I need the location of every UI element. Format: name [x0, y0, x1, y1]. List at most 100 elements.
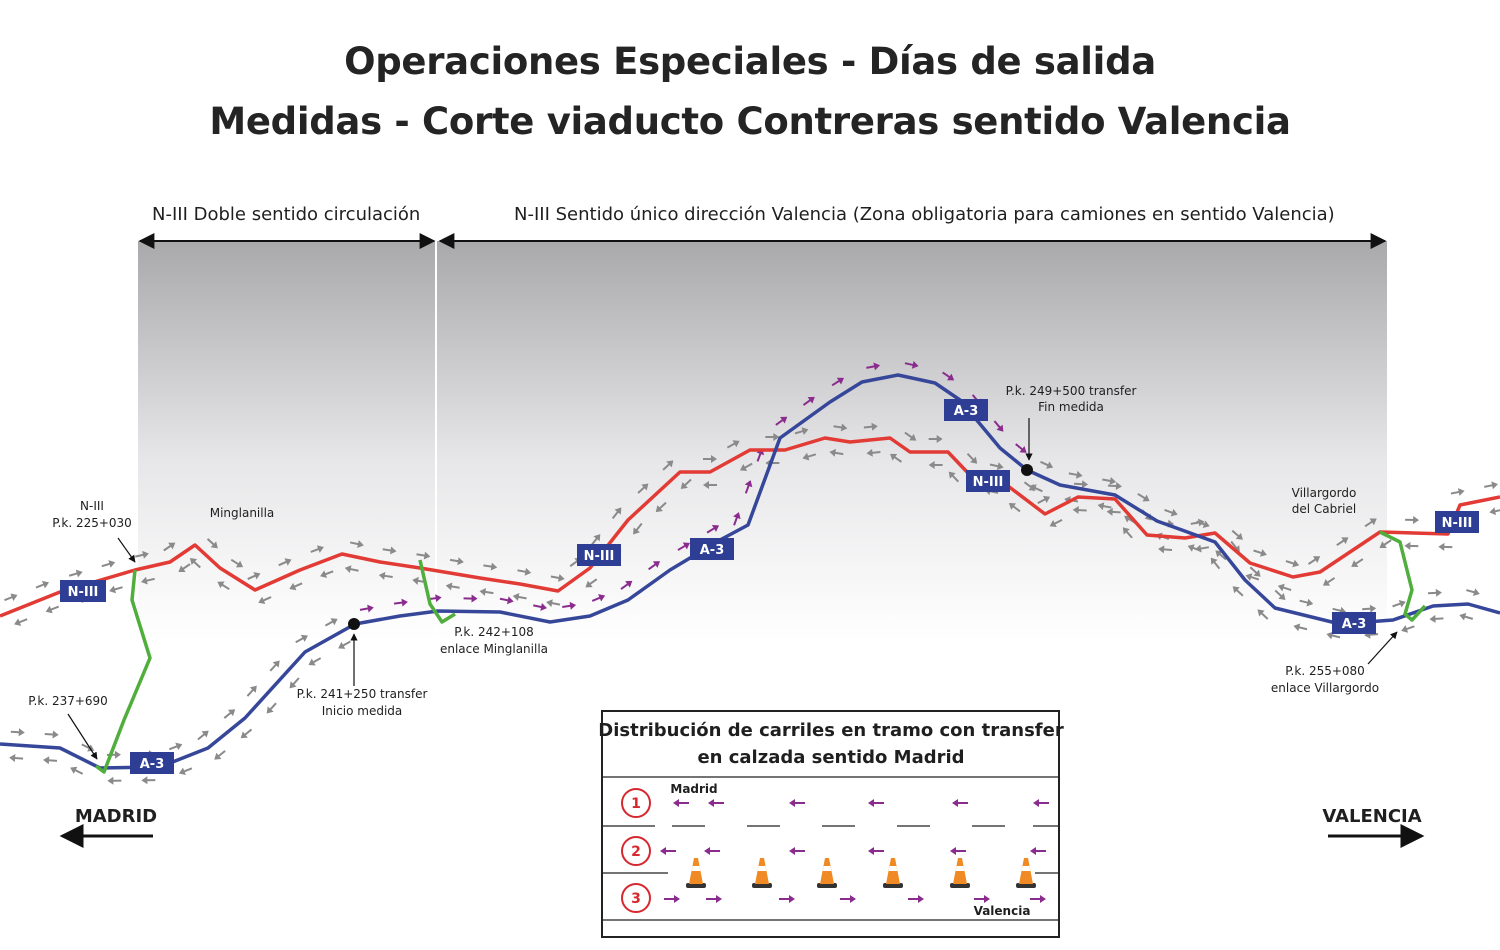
flow-arrow-a3-east-17: [533, 603, 548, 611]
sign-n3-west: N-III: [60, 580, 106, 602]
flow-arrow-n3-west-46: [1404, 541, 1419, 550]
flow-arrow-n3-west-14: [445, 582, 460, 591]
flow-arrow-a3-west-3: [107, 776, 122, 785]
flow-arrow-n3-east-1: [35, 580, 50, 589]
flow-arrow-a3-east-38: [1102, 476, 1117, 485]
flow-arrow-n3-west-15: [479, 588, 494, 596]
lane-label-madrid: Madrid: [670, 782, 717, 796]
flow-arrow-a3-west-41: [1187, 544, 1202, 552]
flow-arrow-n3-east-19: [590, 534, 601, 546]
transfer-start-point: [348, 618, 360, 630]
flow-arrow-n3-east-29: [904, 431, 917, 441]
label-n3-pk-line1: N-III: [80, 499, 104, 513]
flow-arrow-a3-east-8: [246, 685, 257, 697]
label-pk237: P.k. 237+690: [28, 694, 108, 708]
flow-arrow-n3-east-32: [989, 462, 1004, 471]
flow-arrow-a3-east-19: [591, 594, 606, 602]
flow-arrow-a3-east-18: [562, 601, 577, 610]
flow-arrow-n3-east-20: [611, 507, 622, 520]
flow-arrow-n3-west-4: [141, 576, 155, 585]
flow-arrow-a3-east-45: [1299, 598, 1314, 607]
lane3-arrow-3: [840, 895, 856, 903]
zone-label-double: N-III Doble sentido circulación: [152, 204, 421, 225]
title-line-2: Medidas - Corte viaducto Contreras senti…: [209, 100, 1291, 143]
flow-arrow-n3-west-18: [585, 578, 598, 588]
flow-arrow-n3-west-8: [258, 596, 272, 605]
flow-arrow-n3-west-20: [633, 522, 643, 535]
flow-arrow-a3-west-36: [1029, 484, 1043, 493]
flow-arrow-n3-east-0: [4, 593, 18, 602]
lane-box-title-line1: Distribución de carriles en tramo con tr…: [598, 720, 1064, 741]
flow-arrow-n3-west-10: [320, 570, 334, 578]
sign-a3-top-text: A-3: [954, 404, 979, 419]
flow-arrow-n3-east-30: [928, 435, 943, 443]
flow-arrow-n3-east-36: [1107, 482, 1123, 491]
flow-arrow-n3-west-41: [1245, 573, 1260, 581]
flow-arrow-a3-west-49: [1429, 614, 1444, 623]
lane2-arrow-0: [660, 847, 676, 855]
flow-arrow-a3-east-23: [706, 525, 720, 534]
flow-arrow-a3-east-9: [269, 660, 280, 672]
flow-arrow-n3-east-17: [550, 573, 565, 582]
flow-arrow-a3-east-10: [295, 634, 308, 644]
flow-arrow-a3-east-21: [648, 561, 661, 571]
flow-arrow-n3-east-5: [163, 542, 176, 552]
flow-arrow-a3-west-7: [240, 728, 253, 739]
flow-arrow-n3-east-13: [416, 551, 431, 560]
lane1-arrow-3: [952, 799, 968, 807]
flow-arrow-a3-east-43: [1249, 566, 1261, 577]
flow-arrow-n3-east-35: [1074, 480, 1089, 489]
flow-arrow-a3-east-24: [733, 512, 741, 526]
lane3-arrow-4: [908, 895, 924, 903]
lane3-arrow-0: [664, 895, 680, 903]
flow-arrow-n3-west-12: [378, 571, 393, 580]
flow-arrow-a3-east-48: [1392, 599, 1406, 608]
sign-a3-center-text: A-3: [700, 543, 725, 558]
sign-a3-west: A-3: [130, 752, 174, 774]
flow-arrow-n3-east-23: [702, 455, 717, 463]
flow-arrow-a3-east-15: [463, 594, 478, 603]
sign-n3-far-east-text: N-III: [1442, 516, 1473, 531]
label-minglanilla: Minglanilla: [210, 506, 275, 520]
flow-arrow-a3-east-20: [620, 580, 633, 590]
flow-arrow-n3-west-1: [45, 605, 60, 614]
flow-arrow-a3-east-29: [831, 377, 845, 387]
lane1-arrow-1: [789, 799, 805, 807]
flow-arrow-a3-west-11: [338, 640, 351, 649]
flow-arrow-a3-west-10: [308, 657, 322, 666]
flow-arrow-n3-east-14: [449, 557, 464, 566]
flow-arrow-n3-west-49: [1489, 507, 1500, 516]
flow-arrow-a3-west-4: [141, 776, 156, 785]
zone-label-oneway: N-III Sentido único dirección Valencia (…: [514, 204, 1335, 225]
link-villargordo: [1379, 530, 1427, 622]
flow-arrow-a3-east-16: [499, 596, 514, 605]
title-line-1: Operaciones Especiales - Días de salida: [344, 40, 1156, 83]
sign-a3-west-text: A-3: [140, 757, 165, 772]
traffic-cone-1: [752, 858, 772, 888]
flow-arrow-n3-east-48: [1450, 488, 1465, 496]
flow-arrow-a3-east-0: [10, 728, 25, 737]
flow-arrow-a3-west-38: [1097, 502, 1112, 511]
label-pk249-line2: Fin medida: [1038, 400, 1104, 414]
traffic-cone-4: [950, 858, 970, 888]
flow-arrow-n3-west-9: [289, 582, 303, 591]
flow-arrow-a3-west-2: [70, 766, 84, 775]
sign-a3-center: A-3: [690, 538, 734, 560]
zone-shade: [138, 241, 1387, 641]
flow-arrow-n3-east-31: [966, 452, 978, 464]
flow-arrow-a3-east-25: [744, 480, 753, 494]
flow-arrow-n3-west-16: [512, 593, 527, 601]
flow-arrow-a3-east-35: [1015, 443, 1027, 453]
flow-arrow-n3-east-2: [68, 569, 83, 578]
label-pk241-line2: Inicio medida: [322, 704, 403, 718]
lane2-arrow-3: [868, 847, 884, 855]
flow-arrow-n3-west-3: [109, 585, 123, 594]
flow-arrow-n3-west-11: [344, 565, 359, 574]
flow-arrow-a3-west-43: [1232, 586, 1244, 597]
flow-arrow-n3-west-22: [680, 478, 692, 490]
flow-arrow-n3-east-25: [765, 433, 780, 441]
flow-arrow-a3-east-32: [942, 371, 955, 381]
flow-arrow-n3-west-6: [189, 558, 201, 569]
lane-circle-3: [621, 883, 651, 913]
